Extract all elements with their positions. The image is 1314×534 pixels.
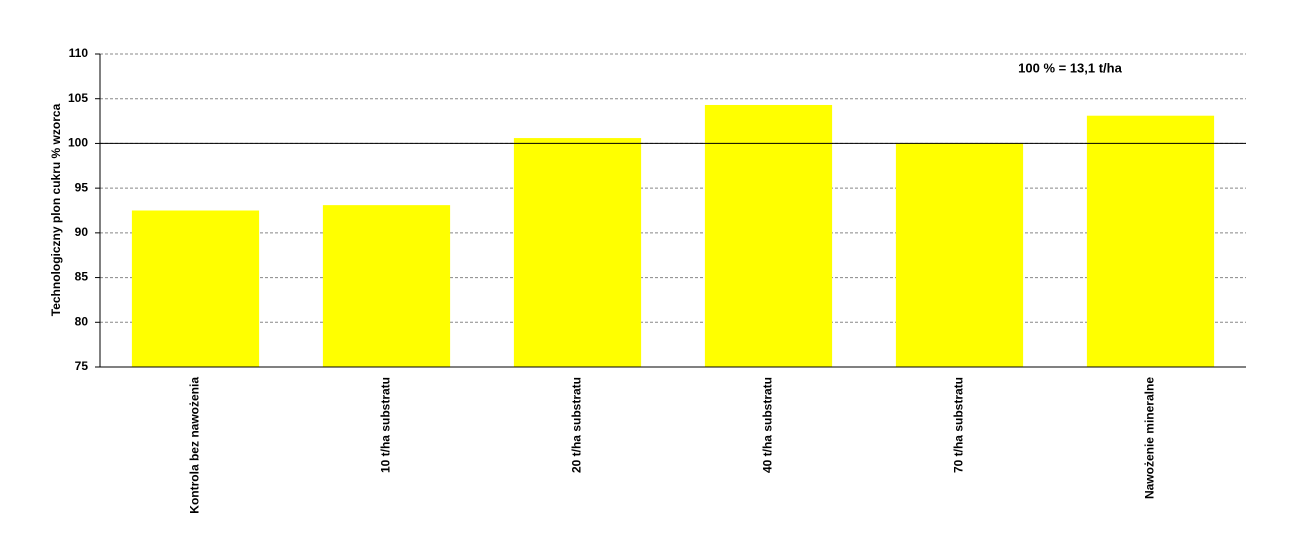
y-tick-label: 105 (68, 91, 88, 105)
bar (895, 143, 1024, 367)
bar (131, 210, 260, 367)
x-tick-label: 70 t/ha substratu (952, 377, 966, 473)
x-tick-label: 20 t/ha substratu (570, 377, 584, 473)
y-tick-label: 80 (75, 314, 89, 328)
x-tick-label: 10 t/ha substratu (379, 377, 393, 473)
x-tick-label: 40 t/ha substratu (761, 377, 775, 473)
bar (704, 104, 833, 367)
bar (513, 138, 642, 367)
y-tick-label: 110 (69, 46, 89, 60)
y-axis-label: Technologiczny plon cukru % wzorca (49, 103, 63, 316)
x-tick-label: Nawożenie mineralne (1143, 377, 1157, 499)
x-tick-label: Kontrola bez nawożenia (188, 377, 202, 514)
y-tick-label: 100 (68, 136, 88, 150)
y-tick-label: 95 (75, 180, 89, 194)
y-tick-label: 90 (75, 225, 89, 239)
y-tick-label: 75 (75, 359, 89, 373)
annotation: 100 % = 13,1 t/ha (1018, 60, 1122, 75)
bar (1086, 115, 1215, 367)
y-tick-label: 85 (75, 270, 89, 284)
bar (322, 205, 451, 367)
